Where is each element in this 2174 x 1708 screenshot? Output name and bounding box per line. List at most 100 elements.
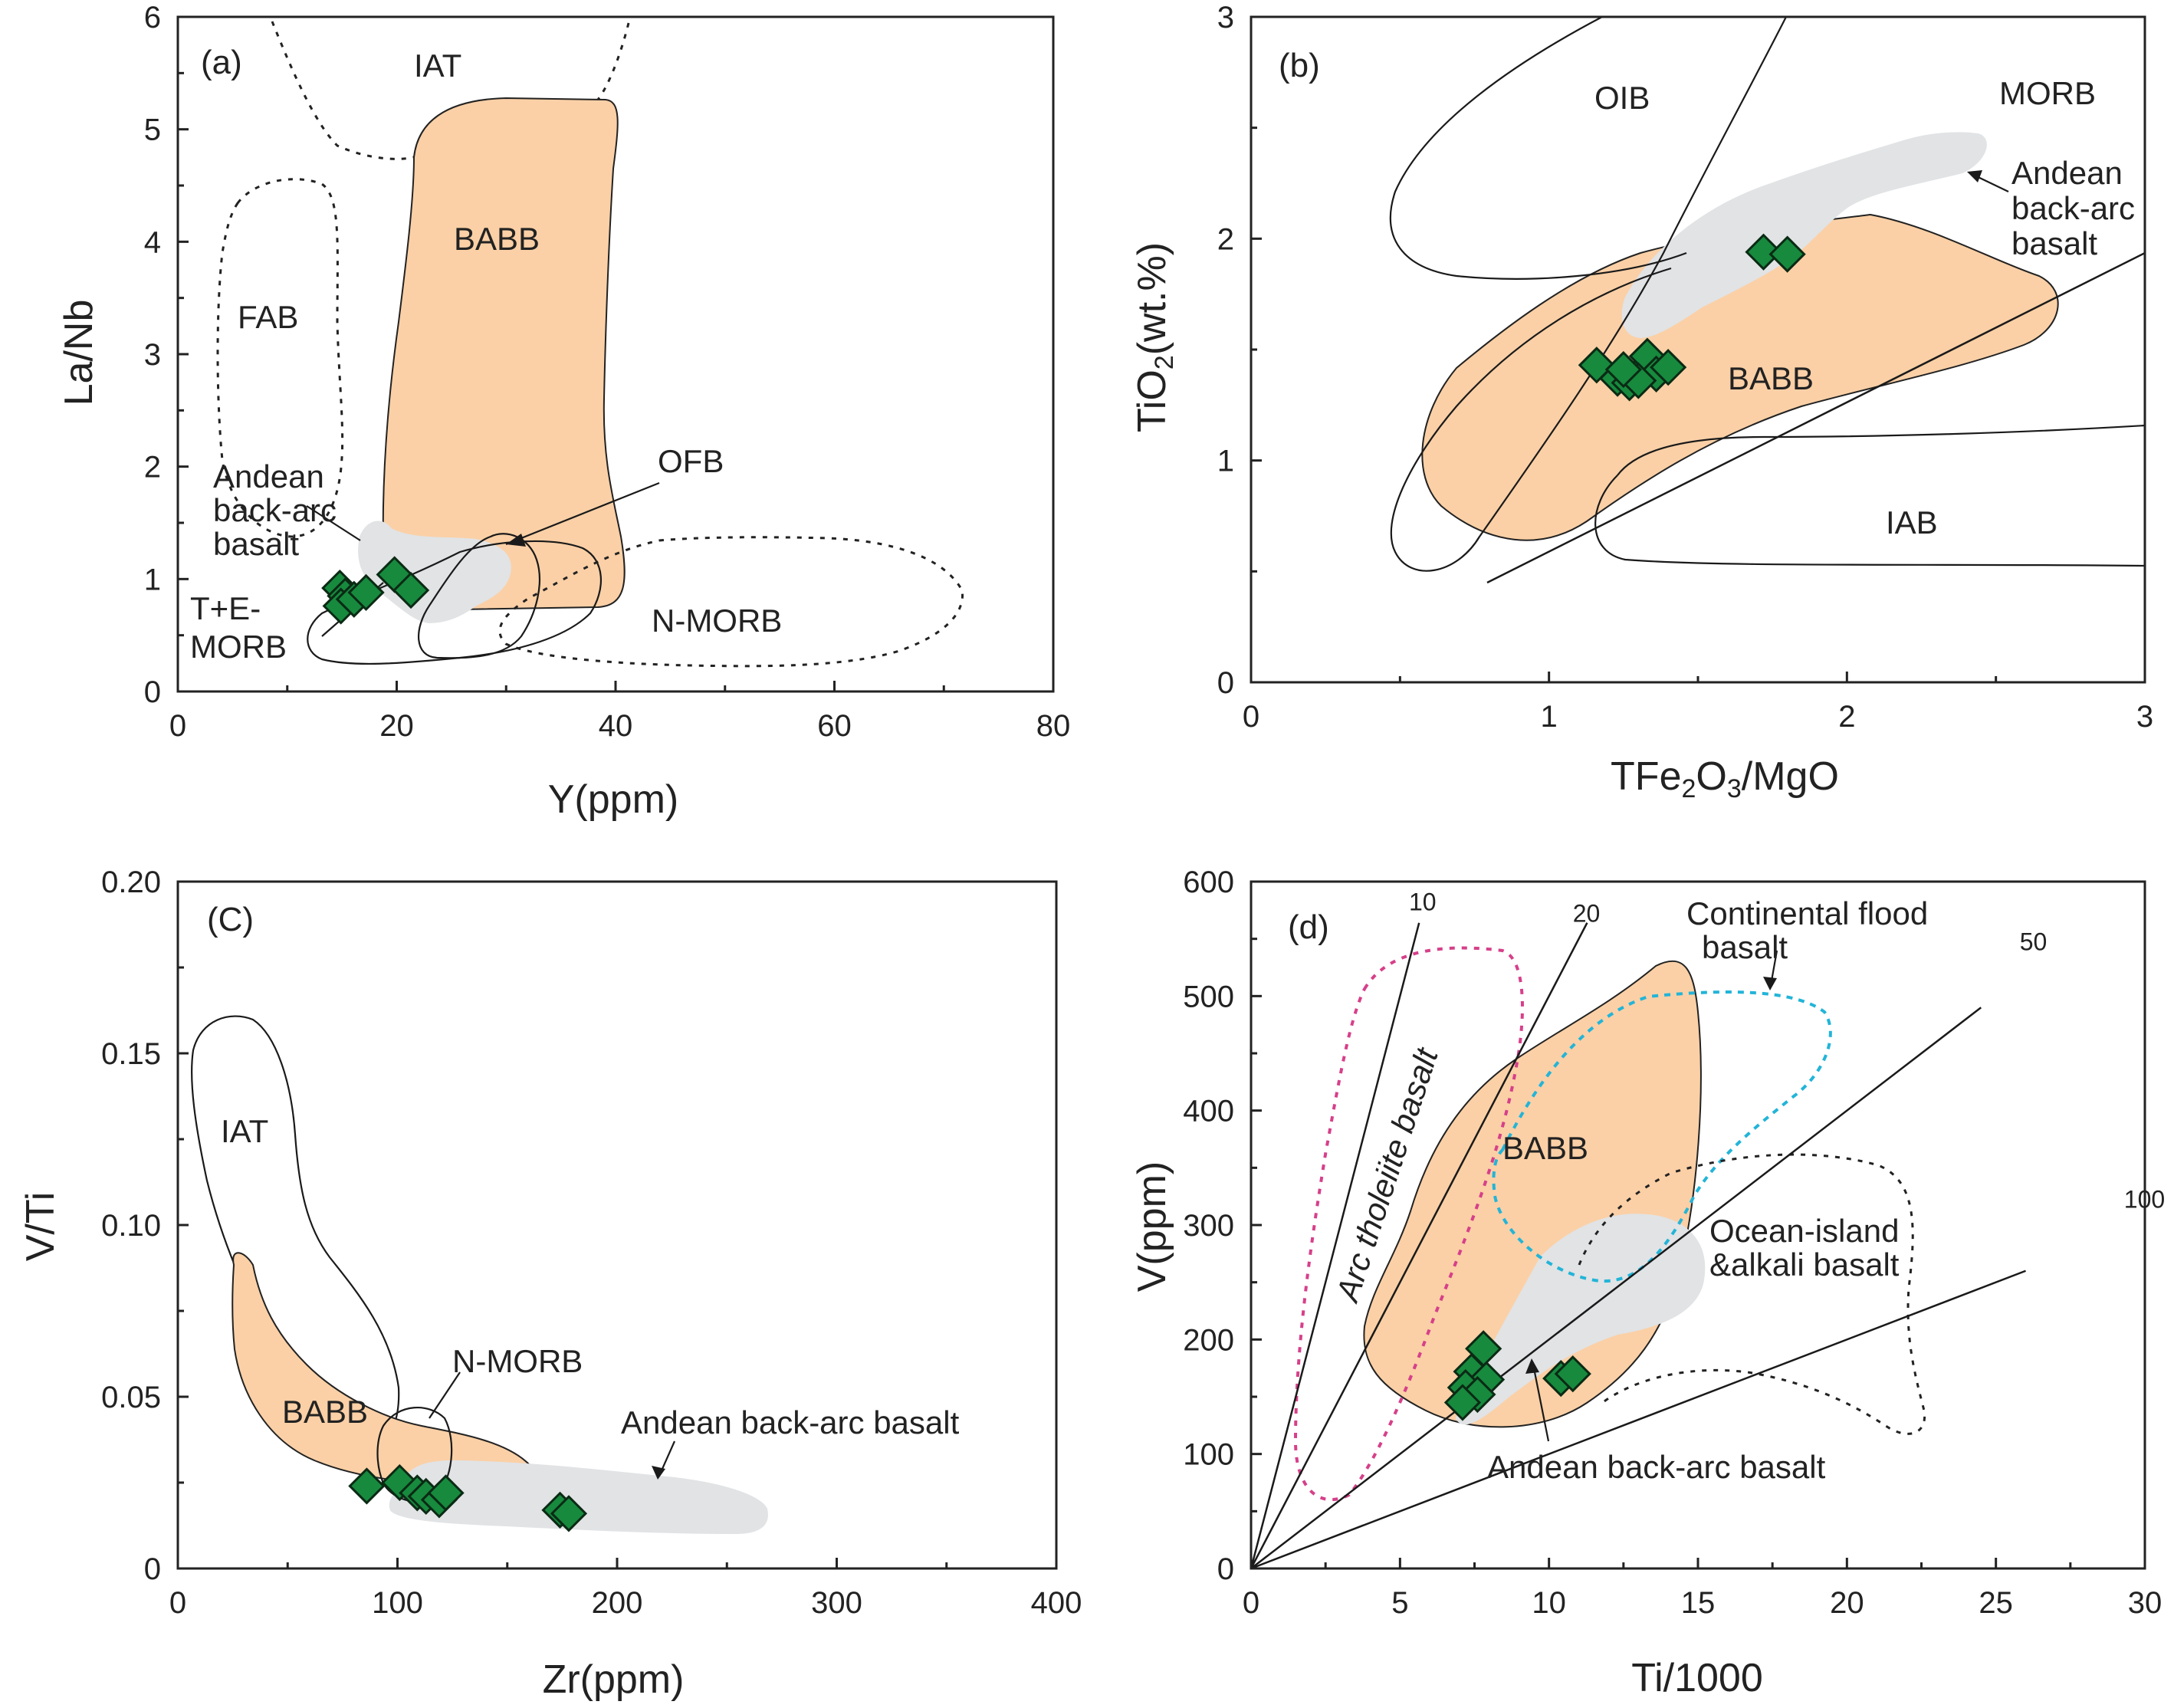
y-tick-label: 0.15: [101, 1037, 161, 1071]
panel-b-samples: [1578, 233, 1806, 402]
panel-b-xlabel: TFe2O3/MgO: [1611, 754, 1839, 803]
andean-field: [358, 521, 511, 624]
andean-arrow: [306, 505, 361, 541]
ratio-line-50: [1250, 1007, 1982, 1569]
y-tick-label: 2: [144, 451, 161, 484]
panel-d-ylabel: V(ppm): [1130, 1161, 1174, 1292]
morb-outline: [1617, 424, 2146, 476]
y-tick-label: 5: [144, 113, 161, 147]
iab-label: IAB: [1886, 504, 1938, 540]
x-tick-label: 0: [1243, 700, 1259, 734]
x-tick-label: 25: [1979, 1586, 2013, 1620]
panel-c-tag: (C): [207, 901, 254, 938]
x-tick-label: 40: [599, 709, 633, 743]
fab-label: FAB: [238, 299, 298, 335]
y-tick-label: 1: [1217, 445, 1234, 478]
sample-point: [550, 1495, 588, 1532]
x-tick-label: 20: [1830, 1586, 1864, 1620]
x-tick-label: 10: [1532, 1586, 1566, 1620]
x-tick-label: 100: [372, 1586, 423, 1620]
oib-label-d-2: &alkali basalt: [1709, 1247, 1900, 1283]
panel-a-la-nb-vs-y: 0 20 40 60 80 0 1 2 3 4 5 6 (a) IAT BABB FAB OFB N-…: [57, 1, 1070, 822]
andean-label-b-3: basalt: [2011, 225, 2097, 261]
x-tick-label: 3: [2136, 700, 2153, 734]
babb-label: BABB: [454, 221, 540, 257]
andean-label-a-2: back-arc: [213, 492, 337, 528]
oib-label: OIB: [1594, 80, 1650, 116]
sample-point: [1443, 1384, 1482, 1421]
sample-point: [1604, 350, 1642, 389]
babb-label-d: BABB: [1502, 1130, 1588, 1166]
y-tick-label: 3: [1217, 1, 1234, 34]
panel-d-samples: [1443, 1330, 1591, 1421]
x-tick-label: 80: [1036, 709, 1071, 743]
sample-point: [1554, 1355, 1591, 1393]
andean-arrow-d: [1532, 1364, 1550, 1442]
andean-field-c: [389, 1460, 768, 1535]
babb-label-b: BABB: [1728, 360, 1814, 396]
oib-outline: [1389, 16, 1687, 280]
panel-d-xlabel: Ti/1000: [1631, 1656, 1763, 1700]
y-tick-label: 0: [1217, 666, 1234, 700]
andean-field-b: [1621, 132, 1987, 339]
ofb-arrow: [505, 481, 660, 546]
panel-c-frame: [176, 880, 1058, 1570]
cfb-label-1: Continental flood: [1686, 895, 1928, 931]
babb-field: [382, 97, 626, 611]
sample-point: [1650, 349, 1687, 386]
panel-c-v-ti-vs-zr: 0 100 200 300 400 0 0.05 0.10 0.15 0.20 (C) IAT B…: [18, 865, 1082, 1702]
nmorb-outline: [498, 536, 964, 668]
y-tick-label: 0.05: [101, 1381, 161, 1414]
panel-b-tag: (b): [1279, 47, 1320, 84]
diagonal-line-b: [1486, 251, 2146, 584]
panel-c-ylabel: V/Ti: [18, 1192, 63, 1262]
sample-point: [1745, 233, 1782, 271]
y-tick-label: 600: [1183, 865, 1234, 899]
x-tick-label: 0: [169, 709, 186, 743]
sample-point: [347, 573, 385, 612]
andean-arrowhead-b: [1967, 170, 1982, 182]
andean-label-a-1: Andean: [213, 458, 324, 494]
iat-field-c: [191, 1015, 400, 1450]
ratio-label-10: 10: [1409, 888, 1437, 915]
panel-a-samples: [321, 556, 430, 625]
andean-arrowhead-c: [652, 1466, 665, 1480]
y-tick-label: 0: [144, 1552, 161, 1586]
fab-outline: [216, 178, 344, 538]
temorb-outline: [307, 540, 603, 665]
x-tick-label: 300: [811, 1586, 862, 1620]
y-tick-label: 4: [144, 225, 161, 259]
panel-c-samples: [348, 1463, 588, 1532]
ratio-line-100: [1250, 1270, 2026, 1570]
morb-label: MORB: [1999, 75, 2096, 111]
andean-arrowhead-d: [1525, 1358, 1539, 1374]
y-tick-label: 200: [1183, 1323, 1234, 1357]
sample-point: [427, 1474, 465, 1512]
panel-d-tag: (d): [1288, 908, 1329, 946]
x-tick-label: 1: [1541, 700, 1558, 734]
y-tick-label: 400: [1183, 1095, 1234, 1128]
y-tick-label: 6: [144, 1, 161, 34]
temorb-label-1: T+E-: [190, 590, 261, 626]
y-tick-label: 100: [1183, 1438, 1234, 1472]
temorb-label-2: MORB: [190, 629, 287, 665]
panel-b-ylabel: TiO2(wt.%): [1130, 242, 1179, 432]
ratio-label-50: 50: [2020, 928, 2048, 956]
andean-label-b-1: Andean: [2011, 155, 2123, 191]
panel-a-axes: 0 20 40 60 80 0 1 2 3 4 5 6: [144, 1, 1071, 743]
sample-point: [392, 571, 430, 609]
nmorb-arrow-c: [429, 1371, 461, 1419]
panel-b-tio2-vs-tfe2o3-mgo: 0 1 2 3 0 1 2 3 (b) OIB MORB BABB IAB Andean ba…: [1130, 1, 2153, 803]
y-tick-label: 0.10: [101, 1209, 161, 1243]
x-tick-label: 30: [2128, 1586, 2163, 1620]
x-tick-label: 15: [1681, 1586, 1716, 1620]
iab-outline: [1594, 475, 2146, 567]
sample-point: [348, 1467, 386, 1505]
y-tick-label: 1: [144, 563, 161, 596]
x-tick-label: 0: [1243, 1586, 1259, 1620]
ratio-line-10: [1250, 922, 1420, 1569]
x-tick-label: 0: [169, 1586, 186, 1620]
panel-a-tag: (a): [201, 44, 242, 81]
ratio-line-20: [1250, 922, 1588, 1569]
